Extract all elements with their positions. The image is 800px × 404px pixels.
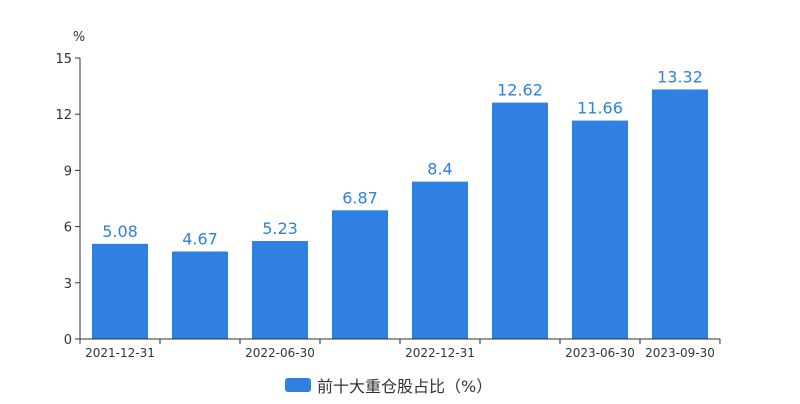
legend[interactable]: 前十大重仓股占比（%）: [285, 373, 492, 397]
data-label: 4.67: [182, 230, 218, 249]
bar[interactable]: [492, 102, 548, 340]
x-tick-label: 2023-09-30: [645, 346, 715, 360]
data-label: 12.62: [497, 81, 543, 100]
data-label: 5.23: [262, 219, 298, 238]
y-tick-label: 15: [55, 52, 72, 67]
bar[interactable]: [332, 210, 388, 339]
bar[interactable]: [572, 120, 628, 339]
data-label: 5.08: [102, 222, 138, 241]
y-tick-label: 6: [64, 221, 72, 236]
x-tick-label: 2022-12-31: [405, 346, 475, 360]
data-label: 6.87: [342, 188, 378, 207]
y-tick-label: 0: [64, 333, 72, 348]
y-tick-label: 3: [64, 277, 72, 292]
x-tick-label: 2023-06-30: [565, 346, 635, 360]
data-label: 8.4: [427, 160, 452, 179]
bar[interactable]: [412, 181, 468, 339]
bar[interactable]: [252, 241, 308, 339]
bar[interactable]: [652, 89, 708, 339]
y-tick-label: 12: [55, 108, 72, 123]
legend-swatch: [285, 378, 311, 392]
y-tick-label: 9: [64, 164, 72, 179]
data-label: 13.32: [657, 67, 703, 86]
data-label: 11.66: [577, 99, 623, 118]
x-tick-label: 2022-06-30: [245, 346, 315, 360]
bar[interactable]: [172, 251, 228, 339]
x-tick-label: 2021-12-31: [85, 346, 155, 360]
y-unit-label: %: [73, 30, 85, 45]
bar[interactable]: [92, 243, 148, 339]
legend-label: 前十大重仓股占比（%）: [317, 377, 493, 396]
